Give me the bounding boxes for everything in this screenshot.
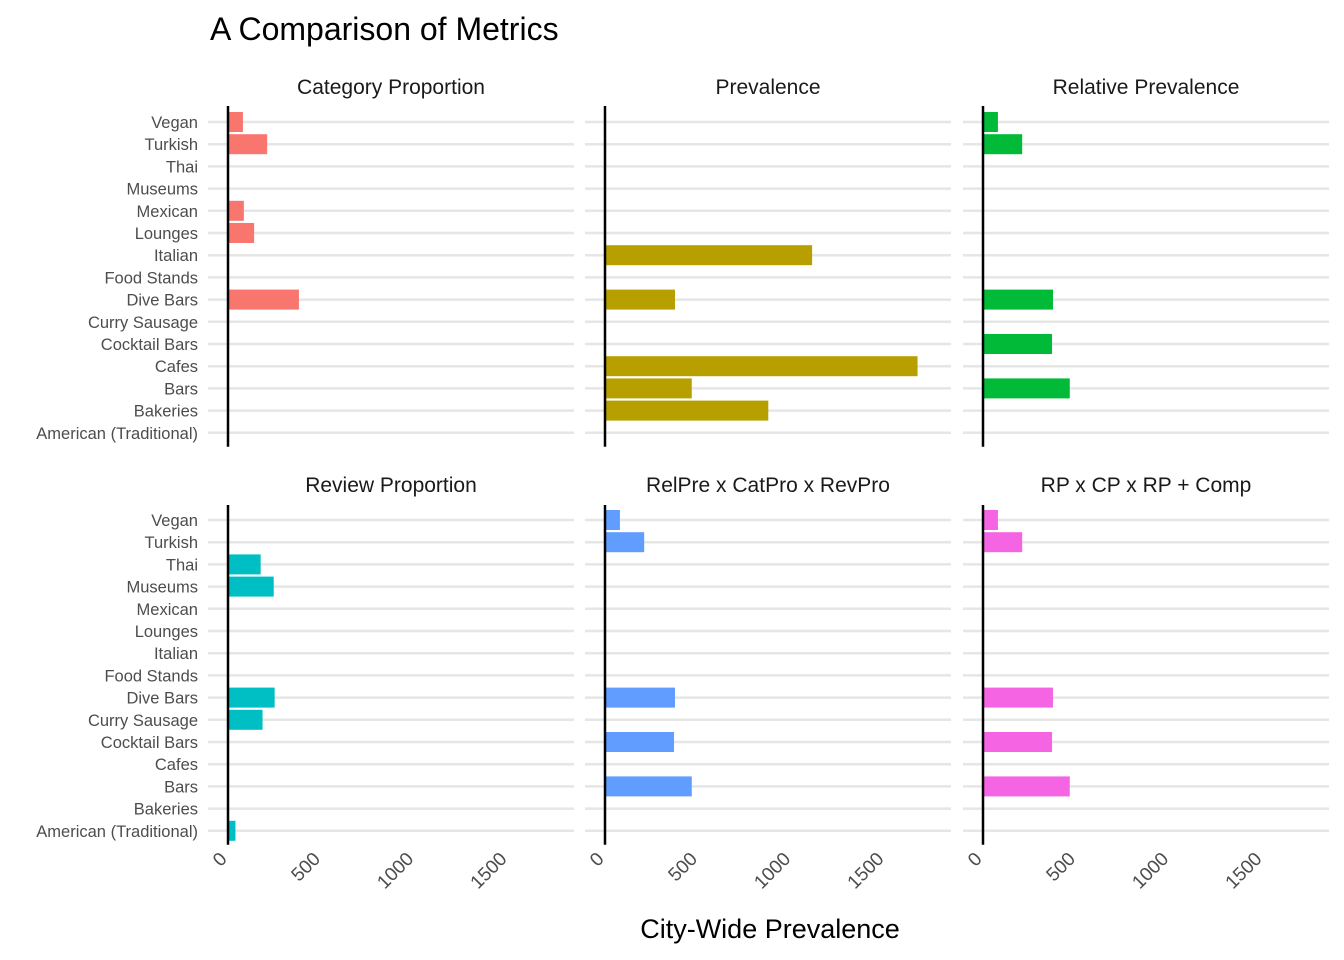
bar (605, 532, 645, 553)
y-tick-label: Dive Bars (126, 690, 198, 708)
y-tick-label: Thai (166, 158, 198, 176)
x-tick-label: 1000 (1128, 849, 1173, 894)
y-tick-label: Museums (126, 579, 198, 597)
bar (983, 378, 1070, 399)
y-tick-label: Food Stands (104, 269, 198, 287)
y-tick-label: Dive Bars (126, 292, 198, 310)
bar (228, 289, 299, 310)
bar (605, 378, 692, 399)
y-tick-label: Cocktail Bars (101, 734, 198, 752)
facet-panel: RelPre x CatPro x RevPro 0 500 1000 1500 (585, 474, 951, 893)
bar (983, 134, 1023, 155)
y-tick-label: Turkish (145, 136, 198, 154)
y-tick-label: Lounges (135, 623, 198, 641)
bar (605, 356, 918, 377)
y-tick-label: Thai (166, 556, 198, 574)
y-tick-label: Bakeries (134, 403, 198, 421)
bar (983, 732, 1053, 752)
bar (605, 732, 675, 752)
bar (228, 820, 236, 841)
y-tick-label: Curry Sausage (88, 314, 198, 332)
bar (228, 223, 255, 243)
facet-strip-label: Prevalence (715, 76, 820, 99)
facet-strip-label: Category Proportion (297, 76, 485, 99)
x-tick-label: 1000 (373, 849, 418, 894)
x-tick-label: 1500 (1222, 849, 1267, 894)
bar (228, 709, 263, 730)
facet-strip-label: RelPre x CatPro x RevPro (646, 474, 890, 497)
bar (605, 776, 692, 797)
y-tick-label: Vegan (151, 512, 198, 530)
y-tick-label: Museums (126, 181, 198, 199)
y-tick-label: Vegan (151, 114, 198, 132)
y-tick-label: Mexican (137, 601, 198, 619)
y-tick-label: Cocktail Bars (101, 336, 198, 354)
bar (983, 776, 1070, 797)
facet-panel: Review Proportion Vegan Turkish Thai Museums… (36, 474, 574, 893)
bar (605, 687, 675, 708)
x-tick-label: 500 (665, 849, 702, 886)
y-tick-label: Mexican (137, 203, 198, 221)
bar (605, 289, 675, 310)
facet-panel: Prevalence (585, 76, 951, 447)
facet-panels: Category Proportion Vegan Turkish Thai Museu… (36, 76, 1329, 893)
bar (605, 400, 769, 421)
facet-strip-label: Relative Prevalence (1053, 76, 1240, 99)
x-tick-label: 500 (288, 849, 325, 886)
bar (983, 289, 1053, 310)
facet-panel: RP x CP x RP + Comp 0 500 1000 1500 (963, 474, 1329, 893)
y-tick-label: American (Traditional) (36, 425, 198, 443)
bar (228, 112, 243, 132)
y-tick-label: Curry Sausage (88, 712, 198, 730)
facet-strip-label: Review Proportion (305, 474, 477, 497)
bar (983, 334, 1053, 354)
bar (228, 554, 261, 575)
bar (983, 510, 998, 530)
y-tick-label: Lounges (135, 225, 198, 243)
y-tick-label: Food Stands (104, 667, 198, 685)
y-tick-label: Turkish (145, 534, 198, 552)
bar (983, 112, 998, 132)
x-axis-label: City-Wide Prevalence (640, 914, 900, 944)
bar (228, 687, 275, 708)
x-tick-label: 0 (586, 849, 608, 871)
y-tick-label: Cafes (155, 756, 198, 774)
bar (983, 687, 1053, 708)
y-tick-label: Bars (164, 778, 198, 796)
y-tick-label: Cafes (155, 358, 198, 376)
y-tick-label: Bars (164, 380, 198, 398)
x-tick-label: 0 (964, 849, 986, 871)
facet-panel: Category Proportion Vegan Turkish Thai Museu… (36, 76, 574, 447)
y-tick-label: Italian (154, 247, 198, 265)
x-tick-label: 1500 (467, 849, 512, 894)
facet-panel: Relative Prevalence (963, 76, 1329, 447)
y-tick-label: Italian (154, 645, 198, 663)
x-tick-label: 1000 (750, 849, 795, 894)
chart-title: A Comparison of Metrics (210, 11, 559, 47)
y-tick-label: Bakeries (134, 801, 198, 819)
x-tick-label: 0 (209, 849, 231, 871)
bar (228, 576, 274, 597)
bar (605, 510, 620, 530)
bar (228, 200, 244, 221)
bar (605, 245, 813, 266)
x-tick-label: 500 (1043, 849, 1080, 886)
y-tick-label: American (Traditional) (36, 823, 198, 841)
bar (228, 134, 268, 155)
x-tick-label: 1500 (844, 849, 889, 894)
facet-strip-label: RP x CP x RP + Comp (1041, 474, 1252, 497)
bar (983, 532, 1023, 553)
